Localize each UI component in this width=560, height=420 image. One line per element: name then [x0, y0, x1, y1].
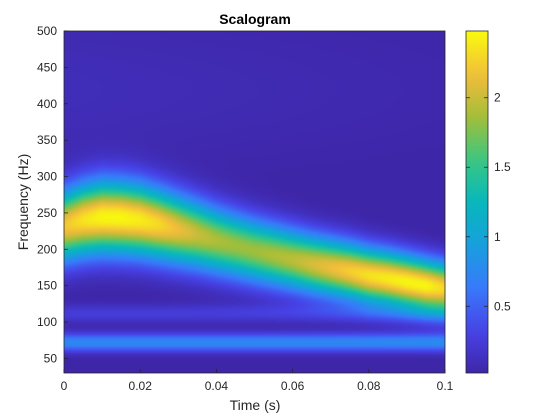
x-tick-label: 0.06 — [281, 379, 305, 393]
y-tick-label: 450 — [37, 60, 57, 74]
y-tick-label: 100 — [37, 315, 57, 329]
y-tick-label: 150 — [37, 279, 57, 293]
y-tick-label: 500 — [37, 24, 57, 38]
y-tick-label: 300 — [37, 170, 57, 184]
y-tick-label: 250 — [37, 206, 57, 220]
colorbar-tick-label: 1 — [494, 230, 501, 244]
colorbar-tick-label: 2 — [494, 91, 501, 105]
y-tick-label: 350 — [37, 133, 57, 147]
x-tick-label: 0 — [61, 379, 68, 393]
plot-area — [63, 30, 446, 374]
colorbar-scale — [465, 30, 489, 374]
x-tick-label: 0.1 — [437, 379, 454, 393]
y-tick-label: 50 — [44, 351, 58, 365]
colorbar-ticks: 0.5 1 1.5 2 — [466, 91, 511, 313]
colorbar-tick-label: 0.5 — [494, 299, 511, 313]
x-tick-label: 0.04 — [205, 379, 229, 393]
heatmap-image — [64, 31, 445, 373]
x-tick-label: 0.08 — [357, 379, 381, 393]
x-axis-label: Time (s) — [230, 397, 281, 413]
colorbar-tick-label: 1.5 — [494, 160, 511, 174]
x-axis-ticks: 0 0.02 0.04 0.06 0.08 0.1 — [61, 369, 454, 393]
x-tick-label: 0.02 — [129, 379, 153, 393]
plot-frame — [63, 30, 446, 374]
y-tick-label: 400 — [37, 97, 57, 111]
y-tick-label: 200 — [37, 242, 57, 256]
y-axis-ticks: 50 100 150 200 250 300 350 400 450 500 — [37, 24, 68, 365]
colorbar — [465, 30, 489, 374]
y-axis-label: Frequency (Hz) — [15, 154, 31, 250]
chart-title: Scalogram — [219, 11, 291, 27]
